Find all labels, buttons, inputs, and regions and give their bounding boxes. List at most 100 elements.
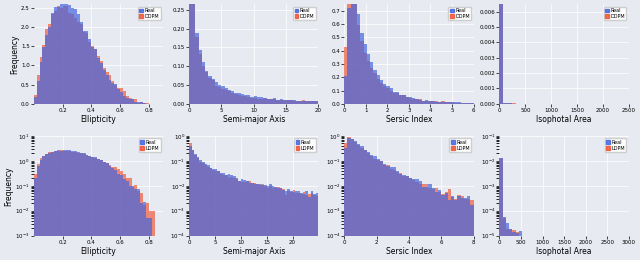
Bar — [286, 100, 289, 104]
Bar — [425, 101, 428, 104]
Bar — [383, 164, 387, 260]
Bar — [272, 187, 275, 260]
Bar — [548, 245, 551, 260]
Bar — [215, 171, 218, 260]
Bar — [129, 98, 132, 104]
Bar — [251, 183, 253, 260]
Bar — [277, 187, 280, 260]
Bar — [406, 176, 409, 260]
Bar — [191, 150, 194, 260]
Bar — [86, 154, 88, 260]
Bar — [584, 250, 587, 260]
Bar — [603, 253, 606, 260]
Bar — [63, 6, 65, 104]
Bar — [370, 155, 373, 260]
Bar — [54, 7, 57, 104]
Bar — [431, 188, 435, 260]
Bar — [134, 102, 138, 104]
Bar — [220, 173, 223, 260]
Bar — [509, 103, 513, 104]
Bar — [234, 93, 237, 104]
Bar — [223, 173, 225, 260]
Bar — [63, 150, 65, 260]
Bar — [48, 27, 51, 104]
Bar — [370, 62, 373, 104]
Bar — [280, 188, 282, 260]
Bar — [428, 184, 431, 260]
Bar — [34, 174, 36, 260]
Legend: Real, DDPM: Real, DDPM — [138, 6, 161, 20]
Bar — [519, 236, 522, 260]
Bar — [92, 157, 94, 260]
Bar — [390, 88, 393, 104]
Bar — [200, 160, 202, 260]
Bar — [557, 253, 561, 260]
Bar — [557, 245, 561, 260]
Bar — [212, 169, 215, 260]
Bar — [126, 96, 129, 104]
Bar — [86, 155, 88, 260]
Bar — [348, 137, 351, 260]
Bar — [36, 75, 40, 104]
Bar — [264, 98, 267, 104]
Bar — [103, 70, 106, 104]
Bar — [502, 218, 506, 260]
Bar — [250, 98, 253, 104]
Bar — [109, 165, 111, 260]
Bar — [577, 248, 580, 260]
Bar — [292, 190, 295, 260]
Bar — [428, 101, 431, 104]
Bar — [509, 229, 513, 260]
Bar — [367, 54, 370, 104]
Bar — [100, 160, 103, 260]
Bar — [464, 198, 467, 260]
Bar — [396, 92, 399, 104]
Bar — [289, 100, 292, 104]
Bar — [259, 184, 262, 260]
Bar — [445, 102, 448, 104]
Bar — [519, 231, 522, 260]
Bar — [568, 250, 571, 260]
Bar — [393, 92, 396, 104]
Bar — [256, 184, 259, 260]
Bar — [109, 166, 111, 260]
Bar — [399, 173, 403, 260]
Bar — [590, 248, 593, 260]
Bar — [380, 80, 383, 104]
Bar — [506, 103, 509, 104]
Bar — [310, 193, 313, 260]
Bar — [351, 0, 354, 104]
Bar — [74, 18, 77, 104]
Bar — [236, 178, 238, 260]
Bar — [51, 14, 54, 104]
Bar — [251, 184, 253, 260]
Bar — [191, 151, 194, 260]
Bar — [146, 103, 149, 104]
Bar — [435, 101, 438, 104]
Bar — [561, 244, 564, 260]
Bar — [625, 250, 629, 260]
Bar — [571, 257, 574, 260]
Bar — [117, 88, 120, 104]
X-axis label: Semi-major Axis: Semi-major Axis — [223, 115, 285, 124]
Bar — [287, 189, 290, 260]
Bar — [221, 86, 225, 104]
Bar — [364, 150, 367, 260]
Bar — [106, 75, 109, 104]
Bar — [223, 175, 225, 260]
Bar — [80, 153, 83, 260]
Bar — [396, 172, 399, 260]
Bar — [545, 244, 548, 260]
Bar — [264, 186, 267, 260]
Bar — [383, 84, 387, 104]
Bar — [275, 187, 277, 260]
Bar — [308, 197, 310, 260]
Bar — [470, 103, 474, 104]
Bar — [435, 188, 438, 260]
Bar — [264, 185, 267, 260]
Bar — [111, 81, 115, 104]
Bar — [83, 31, 86, 104]
Bar — [100, 61, 103, 104]
Bar — [218, 171, 220, 260]
Bar — [103, 68, 106, 104]
